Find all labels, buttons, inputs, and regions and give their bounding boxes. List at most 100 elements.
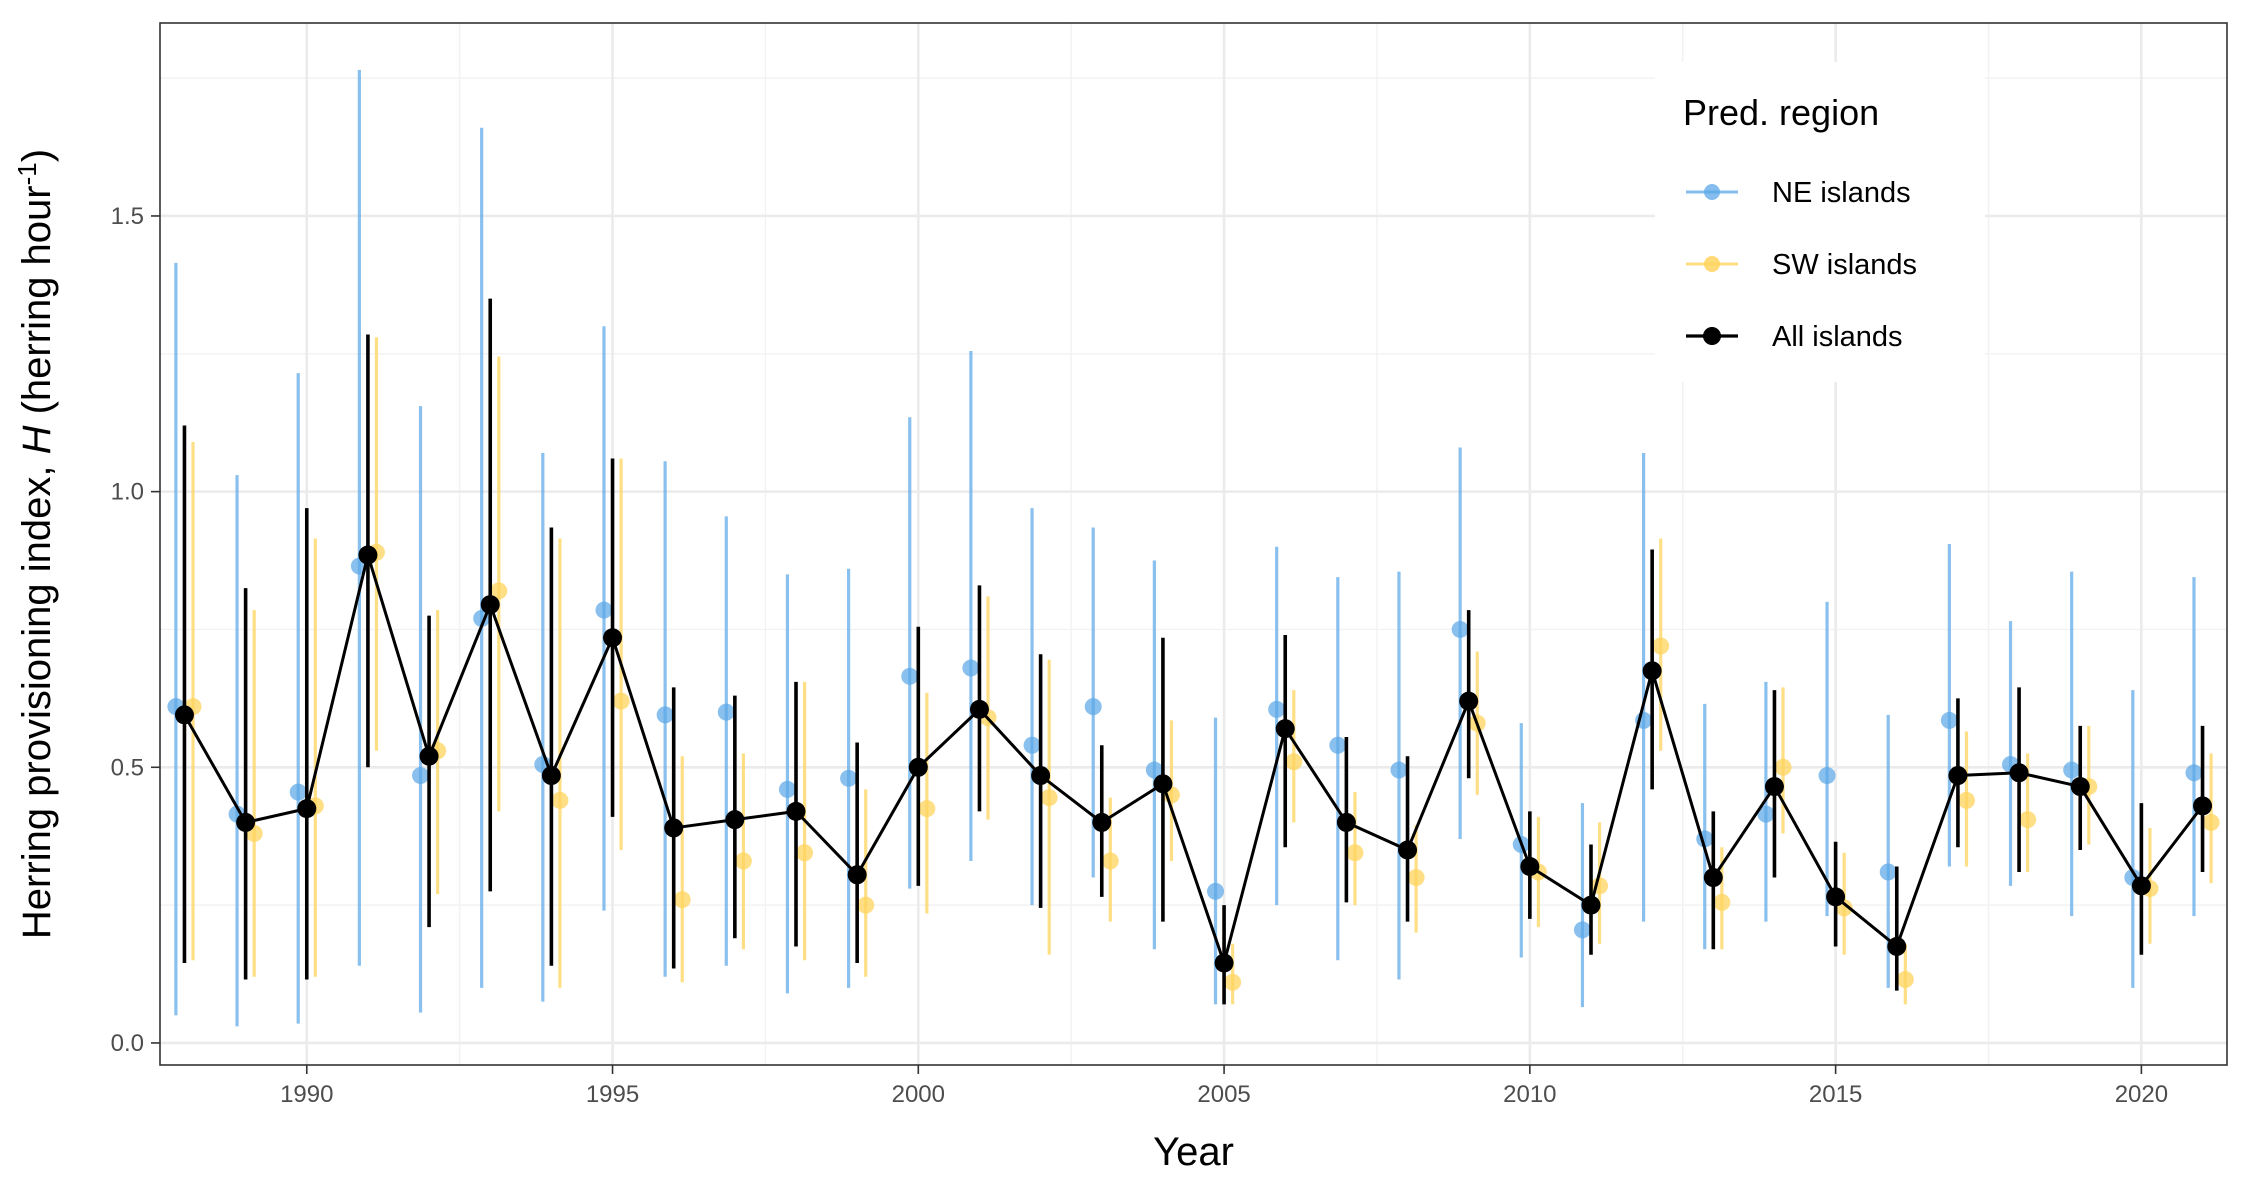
legend-label-sw: SW islands <box>1772 249 1917 281</box>
y-tick-label: 0.0 <box>111 1030 144 1057</box>
y-tick-label: 0.5 <box>111 754 144 781</box>
data-point-sw <box>1896 971 1914 989</box>
x-tick-label: 2000 <box>892 1081 945 1108</box>
data-point-ne <box>717 703 735 721</box>
data-point-all <box>1520 857 1540 877</box>
data-point-all <box>1826 887 1846 907</box>
legend-item-ne: NE islands <box>1686 177 1911 209</box>
data-point-all <box>1581 895 1601 915</box>
data-point-all <box>603 628 623 648</box>
data-point-ne <box>1573 921 1591 939</box>
x-axis-title: Year <box>1153 1130 1234 1174</box>
y-axis-title: Herring provisioning index, H (herring h… <box>12 149 59 939</box>
x-tick-label: 2010 <box>1503 1081 1556 1108</box>
series-ne <box>167 69 2203 1027</box>
legend-key-point-sw <box>1704 256 1720 272</box>
data-point-all <box>1214 953 1234 973</box>
data-point-all <box>664 818 684 838</box>
series-sw <box>184 337 2220 1005</box>
data-point-sw <box>1285 753 1303 771</box>
data-point-ne <box>1329 736 1347 754</box>
data-point-ne <box>1818 767 1836 785</box>
data-point-sw <box>857 896 875 914</box>
data-point-ne <box>840 769 858 787</box>
legend-title: Pred. region <box>1683 92 1879 133</box>
data-point-sw <box>1224 973 1242 991</box>
data-point-ne <box>1268 700 1286 718</box>
legend-item-sw: SW islands <box>1686 249 1917 281</box>
data-point-sw <box>2202 813 2220 831</box>
data-point-all <box>969 699 989 719</box>
data-point-ne <box>656 706 674 724</box>
data-point-ne <box>2063 761 2081 779</box>
legend-key-point-all <box>1703 327 1721 345</box>
data-point-sw <box>1774 758 1792 776</box>
x-tick-label: 2020 <box>2115 1081 2168 1108</box>
series-all <box>174 298 2213 1005</box>
data-point-ne <box>1207 882 1225 900</box>
data-point-sw <box>612 692 630 710</box>
data-point-sw <box>1407 869 1425 887</box>
legend-label-all: All islands <box>1772 321 1903 353</box>
data-point-all <box>1092 812 1112 832</box>
x-tick-label: 1990 <box>280 1081 333 1108</box>
y-tick-label: 1.0 <box>111 479 144 506</box>
x-tick-label: 2005 <box>1197 1081 1250 1108</box>
data-point-sw <box>2019 811 2037 829</box>
y-axis-title-exponent: -1 <box>12 162 42 185</box>
data-point-all <box>1031 766 1051 786</box>
data-point-ne <box>1879 863 1897 881</box>
data-point-all <box>1887 936 1907 956</box>
data-point-all <box>786 801 806 821</box>
data-point-ne <box>1940 711 1958 729</box>
data-point-sw <box>1957 791 1975 809</box>
data-point-sw <box>1101 852 1119 870</box>
data-point-ne <box>2185 764 2203 782</box>
y-tick-label: 1.5 <box>111 203 144 230</box>
y-axis: 0.0 0.5 1.0 1.5 <box>111 203 160 1057</box>
data-point-all <box>174 705 194 725</box>
data-point-all <box>2070 777 2090 797</box>
data-point-all <box>908 757 928 777</box>
y-axis-title-symbol: H <box>15 425 59 454</box>
data-point-all <box>358 545 378 565</box>
data-point-ne <box>901 667 919 685</box>
data-point-sw <box>1713 893 1731 911</box>
series-line-all <box>183 553 2204 965</box>
data-point-ne <box>1023 736 1041 754</box>
data-point-all <box>541 766 561 786</box>
data-point-ne <box>1145 761 1163 779</box>
x-tick-label: 2015 <box>1809 1081 1862 1108</box>
data-point-ne <box>1084 698 1102 716</box>
y-axis-title-unit: (herring hour <box>15 185 59 425</box>
data-point-all <box>297 799 317 819</box>
y-axis-title-suffix: ) <box>15 149 59 162</box>
series-layer <box>167 69 2220 1027</box>
data-point-sw <box>490 582 508 600</box>
data-point-all <box>1459 691 1479 711</box>
data-point-sw <box>673 891 691 909</box>
data-point-all <box>1948 766 1968 786</box>
data-point-ne <box>595 601 613 619</box>
data-point-ne <box>962 659 980 677</box>
data-point-all <box>2193 796 2213 816</box>
legend-key-point-ne <box>1704 184 1720 200</box>
panel-border <box>159 22 2228 1066</box>
data-point-all <box>1703 868 1723 888</box>
data-point-ne <box>1757 805 1775 823</box>
legend-item-all: All islands <box>1686 321 1903 353</box>
legend: Pred. region NE islands SW islands All i… <box>1655 62 1985 382</box>
data-point-sw <box>1346 844 1364 862</box>
data-point-ne <box>1390 761 1408 779</box>
x-axis: 1990 1995 2000 2005 2010 2015 2020 <box>280 1065 2168 1108</box>
data-point-sw <box>796 844 814 862</box>
data-point-all <box>1153 774 1173 794</box>
data-point-sw <box>1652 637 1670 655</box>
data-point-all <box>1764 777 1784 797</box>
data-point-all <box>1642 661 1662 681</box>
y-axis-title-prefix: Herring provisioning index, <box>15 454 59 939</box>
data-point-ne <box>778 780 796 798</box>
data-point-ne <box>289 783 307 801</box>
data-point-ne <box>1451 620 1469 638</box>
